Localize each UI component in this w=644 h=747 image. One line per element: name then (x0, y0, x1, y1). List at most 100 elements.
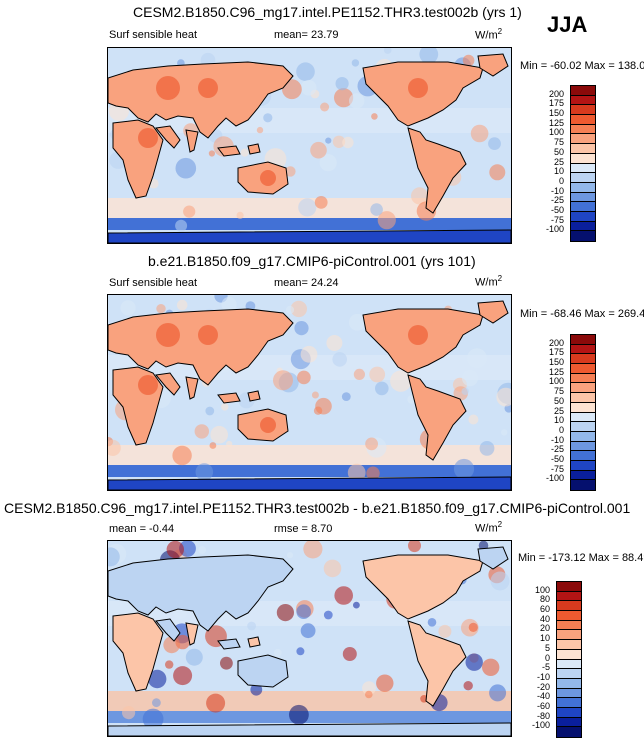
field-blob (479, 441, 495, 456)
colorbar-tick-label: 100 (548, 127, 564, 138)
land-hotspot (198, 78, 218, 98)
field-blob (195, 463, 214, 481)
field-blob (315, 397, 332, 415)
field-blob (282, 79, 302, 100)
colorbar-tick-label: 150 (548, 357, 564, 368)
field-blob (273, 370, 293, 391)
panel-3-unit-label: W/m2 (475, 520, 503, 535)
colorbar-swatch (557, 678, 581, 689)
colorbar-tick-label: 25 (553, 405, 564, 416)
field-blob (366, 466, 380, 480)
colorbar-tick-label: -10 (550, 434, 564, 445)
colorbar-swatch (571, 192, 595, 203)
panel-2-map (107, 294, 512, 491)
field-blob (206, 693, 226, 713)
field-blob (173, 666, 193, 686)
land-region (108, 229, 511, 243)
colorbar-tick-label: 175 (548, 347, 564, 358)
field-blob (377, 211, 396, 230)
antarctic-margin-band (108, 218, 511, 230)
colorbar-tick-label: 80 (539, 594, 550, 605)
colorbar-swatch (571, 373, 595, 384)
colorbar-swatch (557, 649, 581, 660)
field-blob (453, 458, 475, 480)
colorbar-swatch (571, 480, 595, 490)
panel-1-mean-label: mean= 23.79 (274, 29, 339, 41)
field-blob (296, 604, 311, 619)
colorbar-swatch (571, 144, 595, 154)
field-blob (198, 546, 207, 554)
field-blob (326, 335, 343, 351)
land-region (108, 554, 294, 632)
colorbar-swatch (571, 393, 595, 403)
land-region (407, 620, 467, 707)
panel-1-minmax-label: Min = -60.02 Max = 138.00 (520, 60, 644, 72)
colorbar-swatch (571, 173, 595, 183)
land-region (185, 622, 199, 646)
land-region (108, 476, 511, 490)
field-blob (347, 463, 366, 482)
field-blob (342, 647, 357, 661)
colorbar-swatch (571, 202, 595, 212)
colorbar-tick-label: 75 (553, 137, 564, 148)
field-blob (323, 559, 342, 578)
field-blob (342, 136, 354, 149)
colorbar-swatch (571, 402, 595, 413)
field-blob (221, 296, 237, 313)
field-blob (335, 77, 349, 91)
southern-ocean-band (108, 445, 511, 465)
southern-ocean-band (108, 691, 511, 711)
colorbar-swatch (571, 451, 595, 461)
colorbar-swatch (571, 335, 595, 345)
field-blob (375, 381, 389, 396)
field-blob (290, 300, 307, 318)
colorbar-tick-label: -100 (545, 224, 564, 235)
panel-3-map-svg (108, 541, 511, 736)
field-blob (376, 674, 394, 692)
field-blob (185, 648, 203, 666)
colorbar-swatch (557, 601, 581, 612)
field-blob (120, 300, 136, 316)
field-blob (411, 187, 429, 205)
land-region (185, 129, 199, 153)
field-blob (220, 656, 233, 670)
colorbar-tick-label: 0 (544, 652, 550, 663)
colorbar-tick-label: 40 (539, 613, 550, 624)
field-blob (183, 205, 196, 218)
field-blob (296, 647, 305, 656)
land-hotspot (156, 76, 180, 100)
field-blob (314, 196, 328, 209)
panel-1-colorbar (570, 85, 596, 242)
field-blob (365, 437, 378, 451)
field-blob (152, 698, 161, 708)
field-blob (175, 157, 197, 179)
field-blob (496, 387, 511, 407)
field-blob (489, 164, 506, 181)
colorbar-swatch (557, 669, 581, 679)
field-blob (179, 541, 196, 557)
land-region (112, 612, 164, 692)
field-blob (370, 203, 383, 216)
field-blob (362, 681, 376, 695)
panel-1-variable-label: Surf sensible heat (109, 29, 198, 41)
field-blob (194, 424, 209, 439)
field-blob (256, 126, 264, 134)
colorbar-swatch (571, 460, 595, 471)
field-blob (334, 88, 354, 108)
colorbar-swatch (571, 115, 595, 125)
colorbar-tick-label: -20 (536, 681, 550, 692)
field-blob (332, 352, 347, 367)
land-region (407, 374, 467, 461)
colorbar-tick-label: 10 (539, 633, 550, 644)
panel-3-minmax-label: Min = -173.12 Max = 88.49 (518, 552, 644, 564)
field-blob (470, 124, 489, 143)
panel-3-colorbar (556, 581, 582, 738)
land-hotspot (138, 128, 158, 148)
field-blob (122, 706, 136, 720)
field-blob (349, 93, 365, 109)
land-region (477, 300, 509, 324)
field-blob (273, 648, 282, 657)
colorbar-swatch (571, 221, 595, 232)
land-hotspot (408, 78, 428, 98)
field-blob (172, 445, 192, 466)
